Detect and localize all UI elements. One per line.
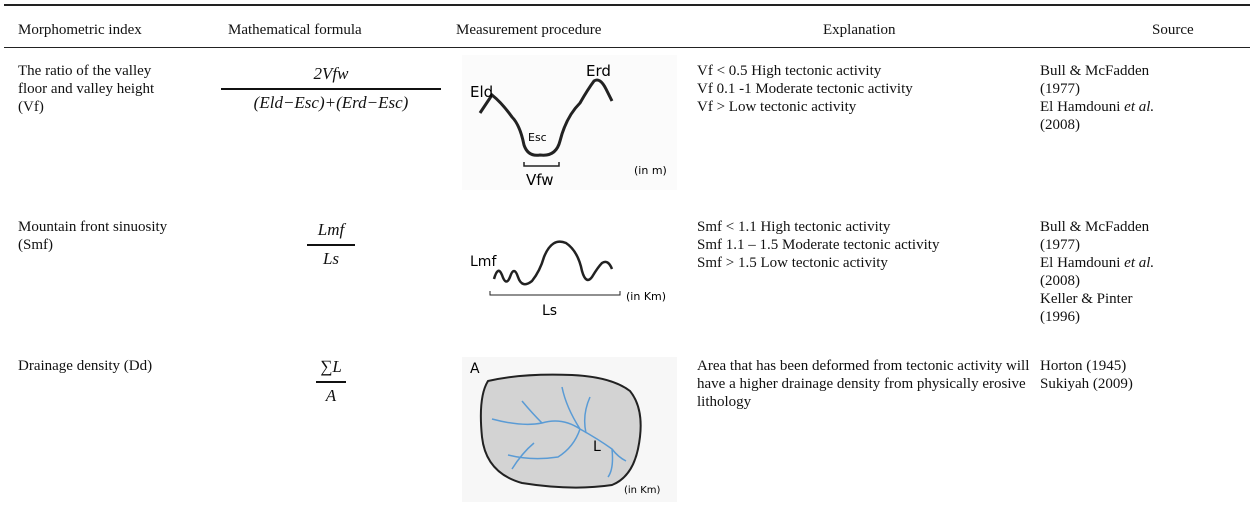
top-rule [4,4,1250,6]
source-entry: El Hamdouni et al. (2008) [1040,98,1172,134]
source-year: (1945) [1086,358,1127,374]
source-entry: Bull & McFadden (1977) [1040,218,1172,254]
sinuosity-diagram: Lmf Ls (in Km) [470,240,666,319]
denominator: (Eld−Esc)+(Erd−Esc) [253,92,409,112]
source-cell: Bull & McFadden (1977) El Hamdouni et al.… [1040,62,1172,134]
diagram-unit: (in Km) [624,485,660,496]
header-cell: Source [1152,22,1194,38]
source-author: Horton [1040,358,1083,374]
source-entry: Keller & Pinter (1996) [1040,290,1172,326]
explanation-line: Vf > Low tectonic activity [697,99,857,115]
denominator: Ls [322,248,340,268]
formula: Lmf Ls [216,220,446,269]
source-year: (2008) [1040,117,1080,133]
header-cell: Explanation [823,22,896,38]
source-author: Sukiyah [1040,376,1090,392]
source-year: (2009) [1092,376,1133,392]
denominator: A [325,385,337,405]
diagram-label: Vfw [526,171,554,189]
source-author: Bull & McFadden [1040,63,1150,79]
valley-floor-bracket [523,162,560,167]
source-author: El Hamdouni [1040,99,1121,115]
diagram-bg [462,55,677,190]
diagram-label: Ls [542,303,557,319]
source-author: Bull & McFadden [1040,219,1150,235]
fraction-bar [221,88,441,90]
source-author: Keller & Pinter [1040,291,1133,307]
explanation-cell: Area that has been deformed from tectoni… [697,357,1042,411]
formula: ∑L A [216,357,446,406]
header-cell: Morphometric index [18,22,142,38]
numerator: Lmf [317,220,345,239]
diagram-unit: (in Km) [626,290,666,303]
explanation-line: Smf 1.1 – 1.5 Moderate tectonic activity [697,237,940,253]
diagram-label: Erd [586,62,611,80]
explanation-cell: Vf < 0.5 High tectonic activity Vf 0.1 -1… [697,62,913,116]
index-cell: Drainage density (Dd) [18,358,153,374]
valley-diagram: Eld Erd Esc Vfw (in m) [462,55,677,190]
explanation-line: Area that has been deformed from tectoni… [697,358,1030,410]
source-cell: Horton (1945) Sukiyah (2009) [1040,357,1172,393]
source-entry: Horton (1945) [1040,357,1172,375]
index-cell: Mountain front sinuosity (Smf) [18,219,168,253]
source-year: (1977) [1040,81,1080,97]
source-etal: et al. [1124,99,1155,115]
source-entry: Sukiyah (2009) [1040,375,1172,393]
explanation-line: Vf < 0.5 High tectonic activity [697,63,882,79]
mountain-front [492,240,614,286]
basin [479,373,642,489]
source-entry: El Hamdouni et al. (2008) [1040,254,1172,290]
source-etal: et al. [1124,255,1155,271]
fraction-bar [307,244,355,246]
diagram-label: Lmf [470,254,497,270]
explanation-line: Smf > 1.5 Low tectonic activity [697,255,888,271]
header-cell: Measurement procedure [456,22,602,38]
length-bracket [489,291,621,296]
diagram-label: Esc [528,131,547,144]
numerator: 2Vfw [313,64,349,83]
explanation-line: Smf < 1.1 High tectonic activity [697,219,891,235]
source-cell: Bull & McFadden (1977) El Hamdouni et al.… [1040,218,1172,326]
drainage-diagram: A L (in Km) [462,357,677,502]
source-year: (1996) [1040,309,1080,325]
explanation-line: Vf 0.1 -1 Moderate tectonic activity [697,81,913,97]
formula: 2Vfw (Eld−Esc)+(Erd−Esc) [216,64,446,113]
header-cell: Mathematical formula [228,22,362,38]
fraction-bar [316,381,346,383]
source-year: (1977) [1040,237,1080,253]
explanation-cell: Smf < 1.1 High tectonic activity Smf 1.1 … [697,218,939,272]
diagram-label: L [593,439,601,455]
valley-profile [478,78,614,157]
source-year: (2008) [1040,273,1080,289]
diagram-label: A [470,361,480,377]
drainage-network [491,386,627,478]
source-author: El Hamdouni [1040,255,1121,271]
index-cell: The ratio of the valley floor and valley… [18,63,155,115]
numerator: ∑L [320,357,342,376]
diagram-label: Eld [470,83,493,101]
header-rule [4,47,1250,48]
source-entry: Bull & McFadden (1977) [1040,62,1172,98]
diagram-unit: (in m) [634,164,667,177]
